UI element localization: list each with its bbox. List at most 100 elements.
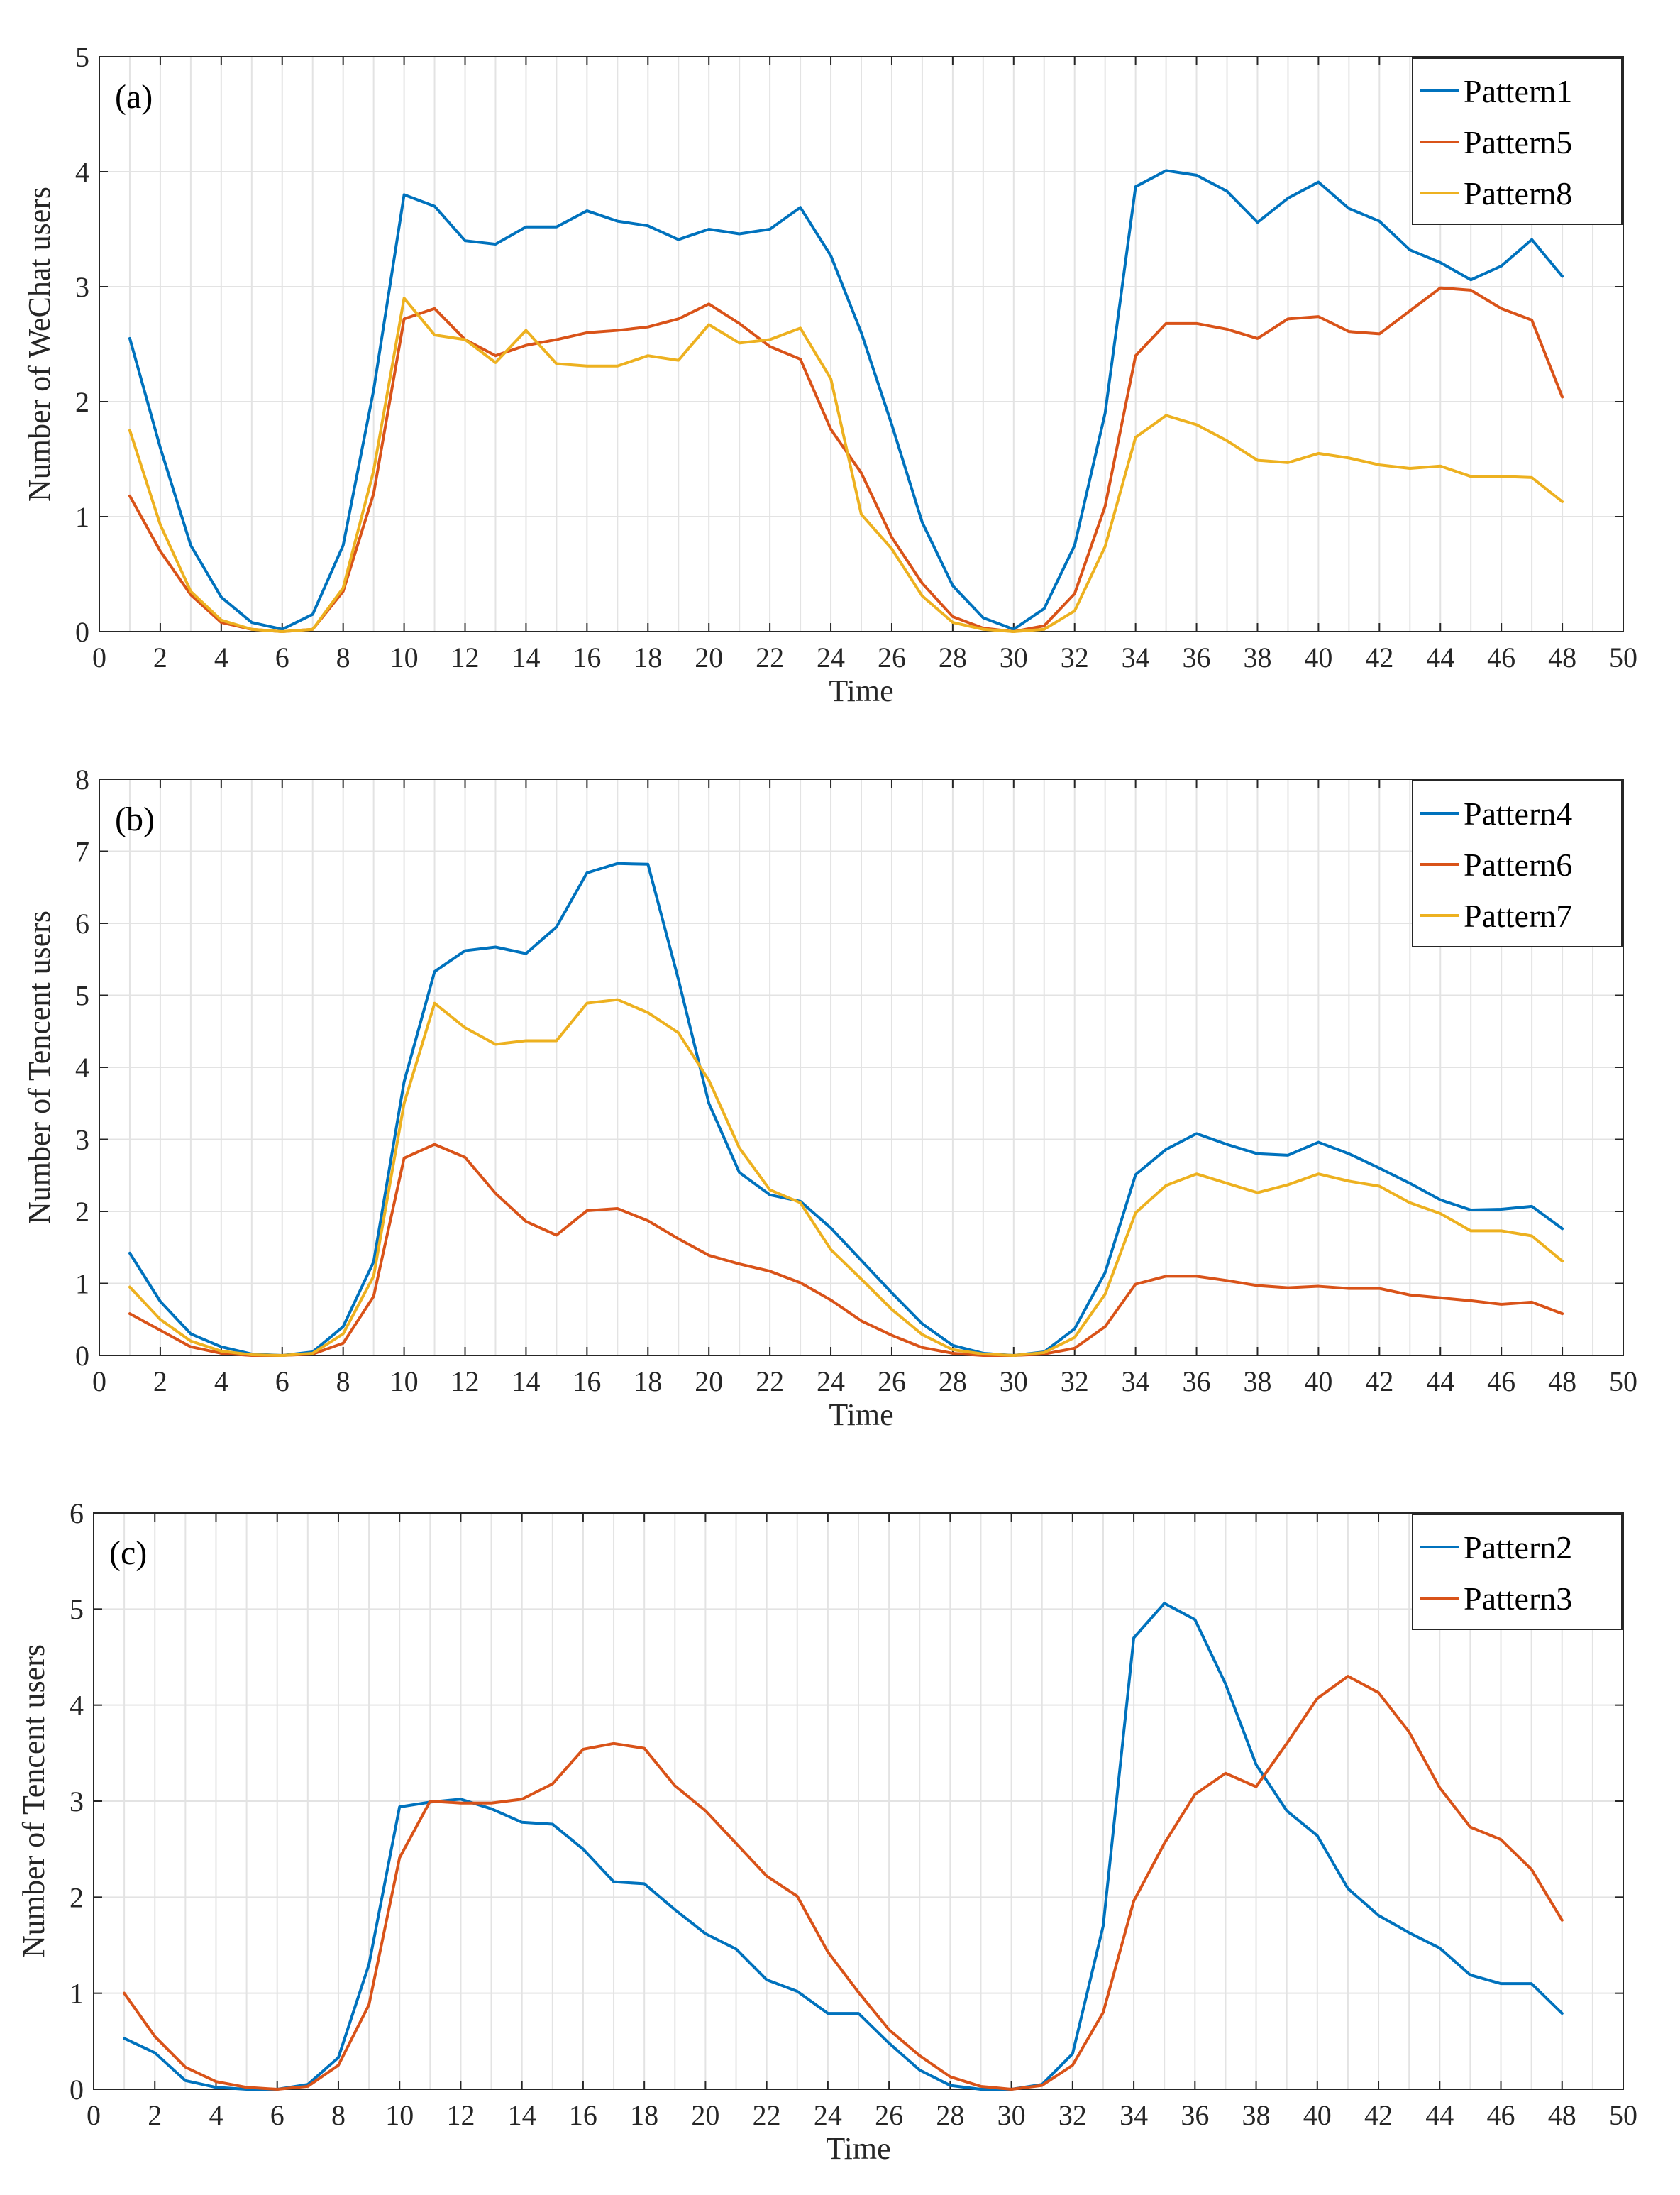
y-tick-label: 1 <box>75 1268 89 1300</box>
y-tick-label: 2 <box>75 386 89 418</box>
legend: Pattern1 Pattern5 Pattern8 <box>1412 57 1623 225</box>
series-line-pattern8 <box>128 297 1564 633</box>
legend-entry: Pattern2 <box>1464 1529 1572 1566</box>
chart-panel-3: 0 2 4 6 8 10 12 14 16 18 20 22 24 26 28 30 32 34 36 38 40 42 4… <box>16 1497 1637 2166</box>
x-tick-label: 42 <box>1364 2099 1393 2131</box>
y-axis-label: Number of WeChat users <box>22 187 57 502</box>
x-tick-label: 14 <box>508 2099 536 2131</box>
x-tick-label: 12 <box>451 642 480 673</box>
x-tick-label: 24 <box>814 2099 842 2131</box>
chart-panel-2: 0 2 4 6 8 10 12 14 16 18 20 22 24 26 28 30 32 34 36 38 40 42 4… <box>22 764 1637 1432</box>
x-tick-label: 8 <box>336 642 350 673</box>
y-tick-label: 8 <box>75 764 89 796</box>
x-tick-label: 40 <box>1303 2099 1332 2131</box>
y-tick-label: 0 <box>70 2074 84 2106</box>
y-tick-label: 2 <box>75 1196 89 1228</box>
y-tick-label: 1 <box>75 501 89 533</box>
y-tick-label: 7 <box>75 836 89 868</box>
x-tick-label: 10 <box>390 1365 419 1397</box>
x-tick-label: 20 <box>691 2099 719 2131</box>
x-tick-label: 36 <box>1181 2099 1209 2131</box>
x-tick-label: 14 <box>512 1365 540 1397</box>
x-tick-label: 44 <box>1425 2099 1454 2131</box>
x-tick-label: 2 <box>148 2099 162 2131</box>
x-tick-label: 40 <box>1304 642 1332 673</box>
x-tick-label: 20 <box>695 642 723 673</box>
x-tick-label: 34 <box>1120 2099 1148 2131</box>
y-tick-label: 6 <box>70 1497 84 1529</box>
x-tick-label: 38 <box>1242 2099 1271 2131</box>
x-tick-label: 44 <box>1426 1365 1454 1397</box>
x-tick-label: 26 <box>875 2099 903 2131</box>
y-tick-label: 3 <box>75 271 89 303</box>
x-tick-label: 32 <box>1061 642 1089 673</box>
x-tick-label: 30 <box>998 2099 1026 2131</box>
x-tick-label: 42 <box>1365 1365 1393 1397</box>
y-tick-label: 6 <box>75 908 89 940</box>
x-tick-label: 2 <box>153 642 167 673</box>
x-tick-label: 20 <box>695 1365 723 1397</box>
x-tick-label: 46 <box>1487 2099 1515 2131</box>
x-tick-label: 14 <box>512 642 540 673</box>
y-tick-label: 5 <box>75 980 89 1012</box>
x-tick-label: 6 <box>275 1365 289 1397</box>
x-tick-label: 8 <box>331 2099 346 2131</box>
x-tick-label: 2 <box>153 1365 167 1397</box>
x-tick-label: 36 <box>1183 642 1211 673</box>
x-tick-label: 32 <box>1061 1365 1089 1397</box>
x-tick-label: 16 <box>573 642 601 673</box>
x-tick-label: 32 <box>1059 2099 1087 2131</box>
x-tick-label: 42 <box>1365 642 1393 673</box>
legend-entry: Pattern7 <box>1464 898 1572 934</box>
x-tick-label: 12 <box>446 2099 475 2131</box>
x-tick-label: 10 <box>390 642 419 673</box>
x-tick-label: 18 <box>630 2099 658 2131</box>
legend-entry: Pattern8 <box>1464 175 1572 211</box>
x-tick-label: 26 <box>878 642 906 673</box>
x-tick-label: 0 <box>92 642 106 673</box>
x-tick-label: 0 <box>87 2099 101 2131</box>
x-tick-label: 48 <box>1548 1365 1576 1397</box>
legend-entry: Pattern1 <box>1464 73 1572 109</box>
y-tick-label: 4 <box>70 1690 84 1722</box>
x-tick-label: 38 <box>1243 642 1271 673</box>
x-axis-label: Time <box>826 2131 890 2166</box>
y-tick-label: 0 <box>75 1340 89 1372</box>
series-line-pattern3 <box>123 1675 1564 2091</box>
x-tick-label: 18 <box>634 642 662 673</box>
x-tick-label: 0 <box>92 1365 106 1397</box>
x-tick-label: 6 <box>270 2099 284 2131</box>
x-tick-label: 28 <box>939 642 967 673</box>
y-tick-label: 2 <box>70 1881 84 1913</box>
panel-label: (c) <box>109 1534 147 1572</box>
x-tick-label: 4 <box>214 1365 228 1397</box>
y-tick-label: 3 <box>75 1124 89 1156</box>
series-line-pattern7 <box>128 998 1564 1357</box>
x-tick-label: 50 <box>1609 642 1637 673</box>
legend-entry: Pattern5 <box>1464 124 1572 160</box>
x-tick-label: 18 <box>634 1365 662 1397</box>
x-tick-label: 46 <box>1487 642 1515 673</box>
y-tick-label: 1 <box>70 1978 84 2010</box>
x-tick-label: 38 <box>1243 1365 1271 1397</box>
legend: Pattern2 Pattern3 <box>1412 1514 1623 1630</box>
x-tick-label: 22 <box>756 642 784 673</box>
legend-entry: Pattern3 <box>1464 1580 1572 1617</box>
series-line-pattern4 <box>128 862 1564 1357</box>
series-line-pattern1 <box>128 169 1564 631</box>
x-tick-label: 36 <box>1183 1365 1211 1397</box>
x-tick-label: 34 <box>1122 642 1150 673</box>
x-tick-label: 12 <box>451 1365 480 1397</box>
x-tick-label: 28 <box>939 1365 967 1397</box>
y-tick-label: 4 <box>75 1052 89 1084</box>
y-tick-label: 0 <box>75 616 89 648</box>
x-tick-label: 44 <box>1426 642 1454 673</box>
x-tick-label: 4 <box>209 2099 223 2131</box>
x-tick-label: 16 <box>573 1365 601 1397</box>
x-axis-label: Time <box>829 1397 893 1432</box>
x-tick-label: 48 <box>1548 2099 1576 2131</box>
x-tick-label: 48 <box>1548 642 1576 673</box>
series-line-pattern6 <box>128 1143 1564 1357</box>
x-tick-label: 24 <box>817 642 845 673</box>
x-tick-label: 24 <box>817 1365 845 1397</box>
